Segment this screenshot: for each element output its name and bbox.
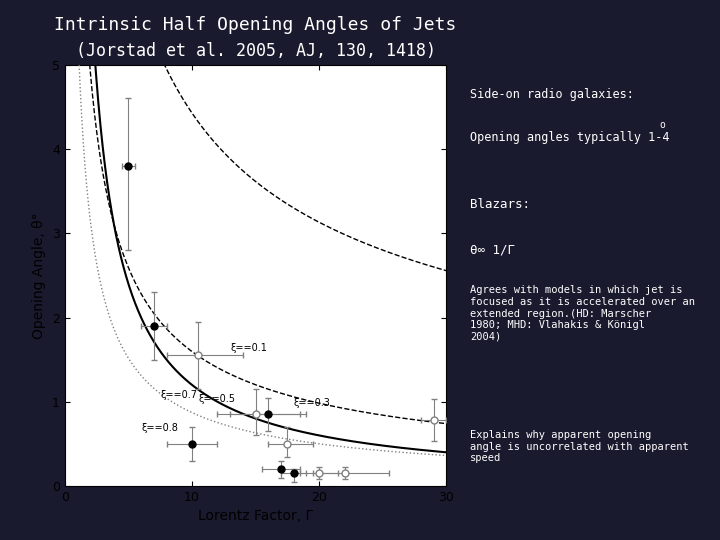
Text: ξ==0.1: ξ==0.1 [230, 343, 267, 353]
Text: Opening angles typically 1-4: Opening angles typically 1-4 [470, 131, 670, 144]
Text: Side-on radio galaxies:: Side-on radio galaxies: [470, 88, 634, 101]
Text: ξ==0.8: ξ==0.8 [141, 423, 178, 433]
Text: ξ==0.5: ξ==0.5 [199, 394, 235, 404]
Text: Intrinsic Half Opening Angles of Jets: Intrinsic Half Opening Angles of Jets [55, 16, 456, 34]
Text: ξ==0.7: ξ==0.7 [160, 389, 197, 400]
Text: Blazars:: Blazars: [470, 198, 530, 211]
Text: Agrees with models in which jet is
focused as it is accelerated over an
extended: Agrees with models in which jet is focus… [470, 286, 695, 342]
Text: θ∞ 1/Γ: θ∞ 1/Γ [470, 244, 515, 256]
Text: ξ==0.3: ξ==0.3 [294, 398, 330, 408]
Text: Explains why apparent opening
angle is uncorrelated with apparent
speed: Explains why apparent opening angle is u… [470, 430, 689, 463]
Text: o: o [659, 120, 665, 130]
Y-axis label: Opening Angle, θ°: Opening Angle, θ° [32, 212, 46, 339]
X-axis label: Lorentz Factor, Γ: Lorentz Factor, Γ [198, 509, 313, 523]
Text: (Jorstad et al. 2005, AJ, 130, 1418): (Jorstad et al. 2005, AJ, 130, 1418) [76, 42, 436, 60]
